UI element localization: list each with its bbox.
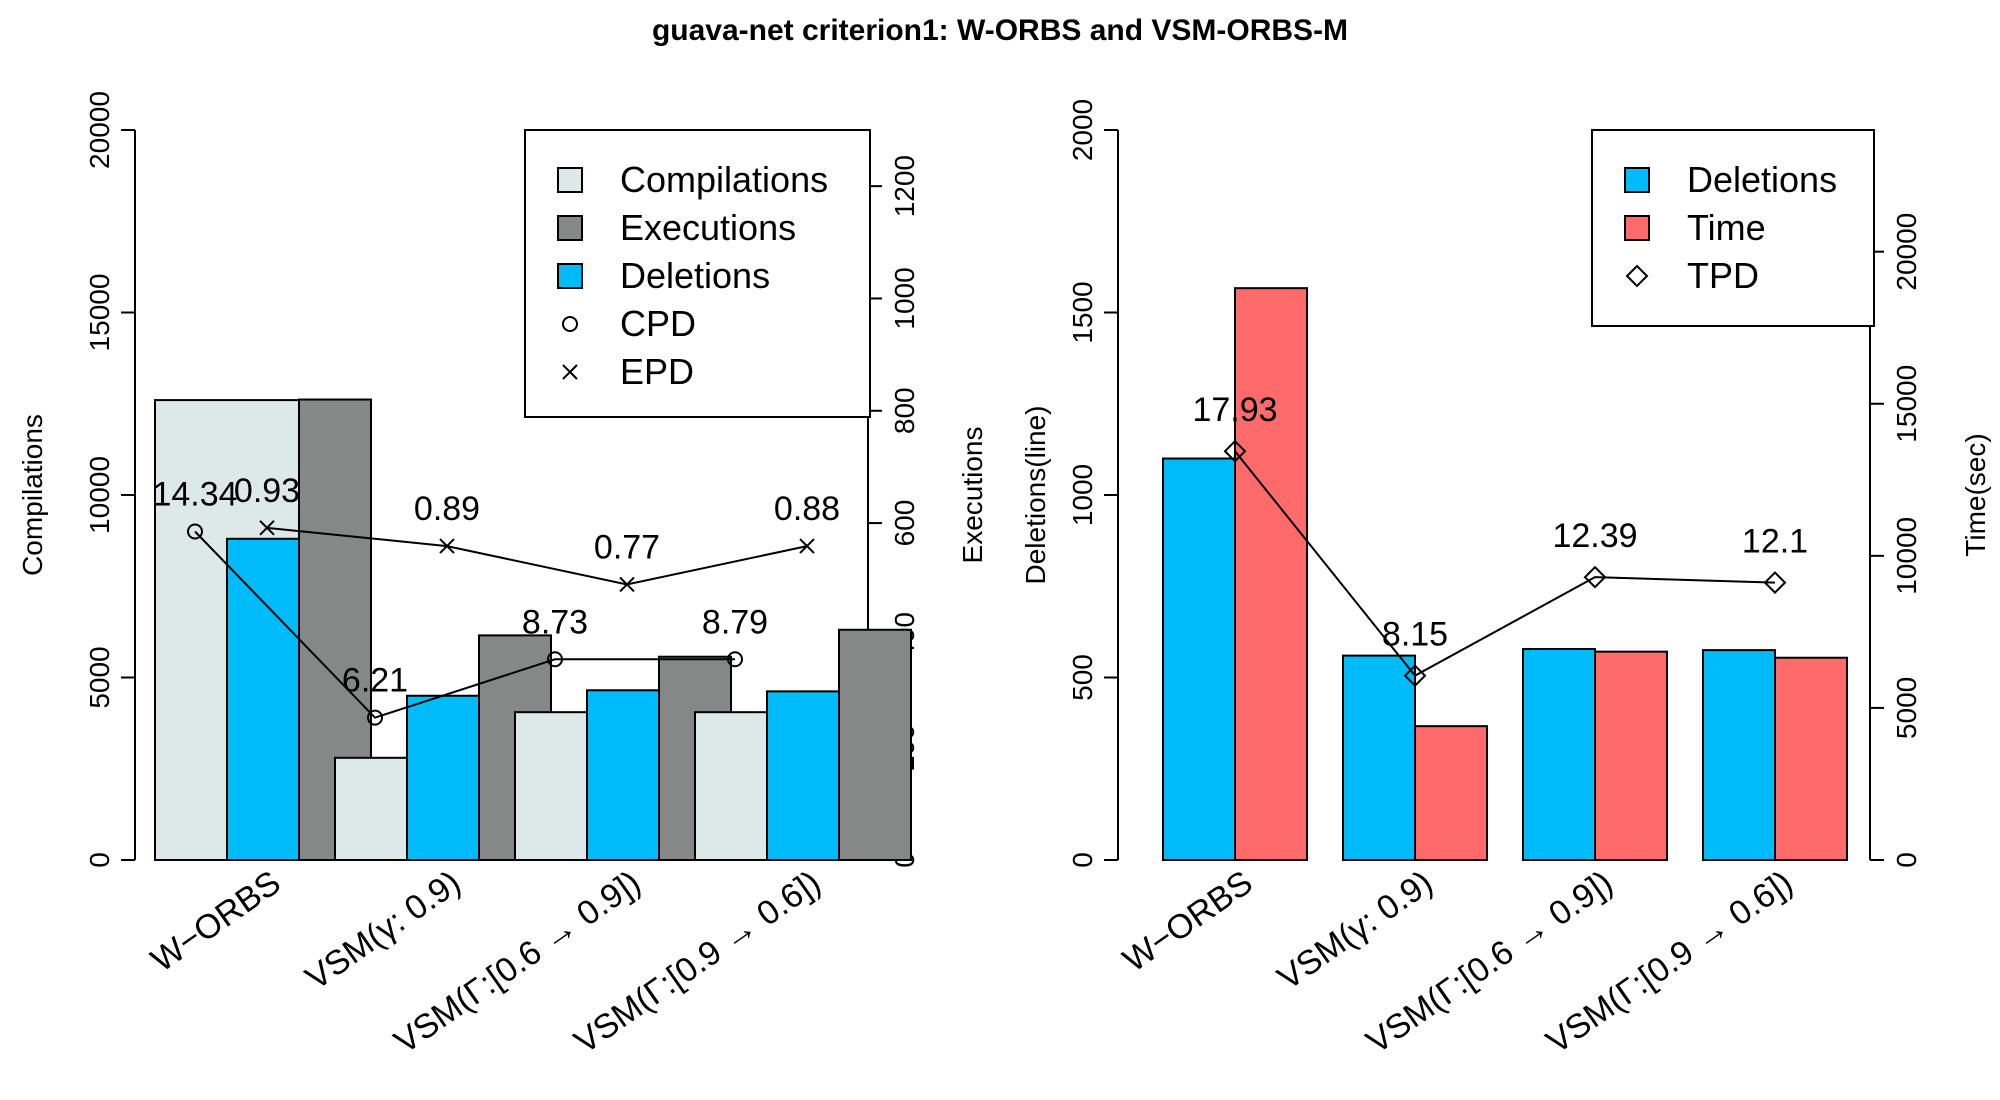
- y-tick-label-right: 600: [889, 500, 920, 547]
- y-tick-label-left: 0: [1067, 852, 1098, 868]
- tpd-data-label: 12.1: [1742, 523, 1808, 561]
- x-tick-label: W−ORBS: [1116, 863, 1259, 979]
- legend-label: Time: [1687, 207, 1766, 248]
- epd-data-label: 0.93: [234, 472, 300, 510]
- figure-title: guava-net criterion1: W-ORBS and VSM-ORB…: [652, 14, 1348, 47]
- x-tick-label: VSM(γ: 0.9): [299, 863, 468, 997]
- tpd-point: [1763, 571, 1787, 595]
- bar-executions: [838, 628, 912, 861]
- cpd-data-label: 14.34: [152, 476, 237, 514]
- legend-label: TPD: [1687, 255, 1759, 296]
- y-axis-title-right: Executions: [957, 427, 988, 564]
- legend-swatch: [1624, 167, 1650, 193]
- right-panel: 050010001500200005000100001500020000Dele…: [1020, 99, 1991, 1062]
- cpd-line: [194, 530, 735, 719]
- y-tick-label-left: 500: [1067, 654, 1098, 701]
- tpd-point: [1583, 565, 1607, 589]
- epd-point: [799, 538, 815, 554]
- legend-marker-diamond: [1625, 264, 1649, 288]
- epd-line: [266, 526, 808, 586]
- bar-deletions: [766, 690, 840, 861]
- legend-swatch: [557, 167, 583, 193]
- bar-deletions: [1522, 648, 1596, 862]
- epd-point: [259, 520, 275, 536]
- y-tick-label-left: 10000: [84, 456, 115, 534]
- y-axis-title-right: Time(sec): [1960, 433, 1991, 556]
- x-tick-label: W−ORBS: [144, 863, 287, 979]
- y-tick-label-right: 20000: [1891, 213, 1922, 291]
- cpd-data-label: 8.73: [522, 603, 588, 641]
- tpd-point: [1403, 664, 1427, 688]
- left-panel: 0500010000150002000002004006008001000120…: [17, 91, 988, 1061]
- legend-swatch: [557, 215, 583, 241]
- y-tick-label-left: 5000: [84, 646, 115, 708]
- epd-data-label: 0.88: [774, 490, 840, 528]
- y-tick-label-left: 1500: [1067, 281, 1098, 343]
- cpd-point: [187, 523, 203, 540]
- legend-label: EPD: [620, 351, 694, 392]
- cpd-data-label: 8.79: [702, 603, 768, 641]
- bar-time: [1234, 287, 1308, 861]
- x-tick-label: VSM(γ: 0.9): [1271, 863, 1440, 997]
- epd-data-label: 0.77: [594, 528, 660, 566]
- tpd-data-label: 17.93: [1192, 391, 1277, 429]
- tpd-data-label: 8.15: [1382, 616, 1448, 654]
- y-tick-label-left: 1000: [1067, 464, 1098, 526]
- y-tick-label-left: 2000: [1067, 99, 1098, 161]
- legend-label: Deletions: [620, 255, 770, 296]
- y-tick-label-right: 800: [889, 387, 920, 434]
- y-axis-title-left: Deletions(line): [1020, 406, 1051, 585]
- epd-point: [439, 538, 455, 554]
- y-tick-label-right: 1200: [889, 155, 920, 217]
- legend-swatch: [1624, 215, 1650, 241]
- y-tick-label-right: 15000: [1891, 365, 1922, 443]
- y-tick-label-left: 20000: [84, 91, 115, 169]
- y-tick-label-right: 1000: [889, 267, 920, 329]
- bar-time: [1774, 656, 1848, 862]
- bar-time: [1594, 650, 1668, 861]
- y-tick-label-right: 10000: [1891, 517, 1922, 595]
- cpd-point: [547, 651, 563, 668]
- y-axis-title-left: Compilations: [17, 414, 48, 576]
- legend-label: Executions: [620, 207, 796, 248]
- legend-marker-cross: [562, 364, 578, 380]
- tpd-line: [1234, 450, 1776, 677]
- bar-deletions: [226, 537, 300, 861]
- bar-deletions: [406, 694, 480, 861]
- legend-marker-circle: [562, 316, 578, 332]
- y-tick-label-right: 5000: [1891, 677, 1922, 739]
- legend-label: CPD: [620, 303, 696, 344]
- y-tick-label-right: 0: [1891, 852, 1922, 868]
- cpd-point: [367, 709, 383, 726]
- cpd-point: [727, 651, 743, 668]
- bar-deletions: [1702, 649, 1776, 861]
- epd-data-label: 0.89: [414, 490, 480, 528]
- tpd-data-label: 12.39: [1552, 517, 1637, 555]
- bar-deletions: [1162, 457, 1236, 861]
- bar-time: [1414, 725, 1488, 862]
- legend-swatch: [557, 263, 583, 289]
- y-tick-label-left: 15000: [84, 274, 115, 352]
- y-tick-label-left: 0: [84, 852, 115, 868]
- bar-deletions: [586, 689, 660, 862]
- legend-label: Compilations: [620, 159, 828, 200]
- epd-point: [619, 576, 635, 593]
- legend-label: Deletions: [1687, 159, 1837, 200]
- bar-deletions: [1342, 654, 1416, 861]
- cpd-data-label: 6.21: [342, 662, 408, 700]
- tpd-point: [1223, 439, 1247, 463]
